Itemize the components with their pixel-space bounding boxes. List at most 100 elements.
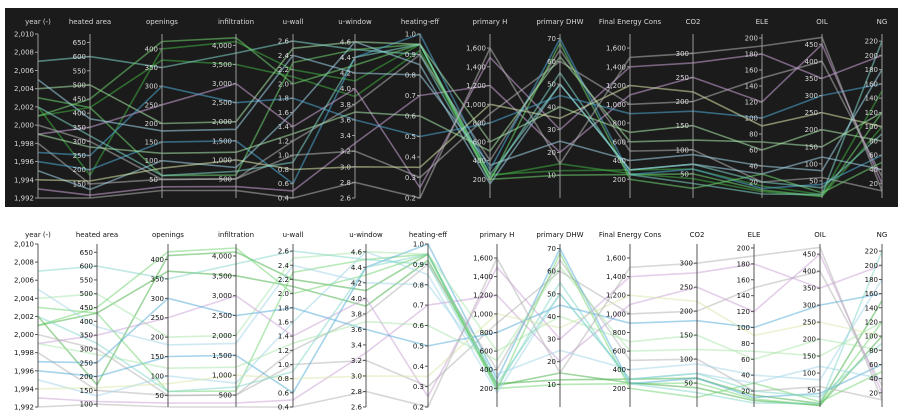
tick-label: 0.8 [278,375,289,383]
tick-label: 2.0 [278,80,289,88]
tick-label: 2.2 [278,66,289,74]
tick-label: 0.7 [405,92,416,100]
axis-oil: OIL 50 100 150 200 250 300 350 400 450 [805,18,828,198]
tick-label: 1.8 [278,304,289,312]
tick-label: 1,000 [473,310,493,318]
light-parallel-plot: year (-) 1,992 1,994 1,996 1,998 2,000 2,002 2,… [14,231,887,412]
tick-label: 250 [73,152,86,160]
tick-label: 1,994 [14,385,35,393]
tick-label: 650 [73,39,86,47]
tick-label: 140 [745,83,758,91]
axis-title: primary DHW [536,18,583,26]
data-line-11 [37,40,883,196]
tick-label: 200 [473,176,486,184]
tick-label: 50 [155,392,164,400]
axis-heating_eff: heating-eff 0.2 0.3 0.4 0.5 0.6 0.7 0.8 0.9 1.0 [401,18,439,203]
tick-label: 2,500 [212,99,232,107]
axis-primary_h: primary H 200 400 600 800 1,000 1,200 1,400 1,60… [466,18,507,198]
axis-title: openings [152,231,184,239]
tick-label: 2,008 [14,49,34,57]
axis-title: openings [146,18,178,26]
tick-label: 2.6 [340,195,352,203]
tick-label: 300 [151,295,164,303]
tick-label: 0.8 [413,281,424,289]
axis-title: CO2 [690,231,705,239]
tick-label: 200 [805,126,818,134]
tick-label: 2,008 [14,259,34,267]
tick-label: 1,600 [606,45,626,53]
axis-title: NG [877,231,888,239]
tick-label: 200 [145,120,158,128]
tick-label: 160 [737,276,750,284]
tick-label: 250 [145,101,158,109]
tick-label: 150 [680,332,693,340]
data-line-6 [37,243,883,399]
tick-label: 0.4 [405,154,417,162]
data-line-17 [37,253,883,398]
tick-label: 550 [73,67,86,75]
tick-label: 140 [865,304,878,312]
axis-title: heated area [76,231,118,239]
tick-label: 350 [73,124,86,132]
tick-label: 250 [676,74,689,82]
axis-co2: CO2 50 100 150 200 250 300 [676,18,700,198]
axis-title: OIL [814,231,826,239]
axis-final_energy: Final Energy Cons 200 400 600 800 1,000 1,200 1… [599,231,662,407]
tick-label: 600 [480,348,493,356]
tick-label: 200 [151,334,164,342]
tick-label: 1,998 [14,349,34,357]
tick-label: 1,000 [606,101,626,109]
axis-title: NG [877,18,888,26]
tick-label: 400 [145,45,158,53]
tick-label: 3.0 [340,163,351,171]
tick-label: 250 [680,284,693,292]
axis-heated_area: heated area 100 150 200 250 300 350 400 450 500 55… [76,231,118,409]
axis-title: primary H [480,231,515,239]
tick-label: 350 [805,75,818,83]
tick-label: 200 [803,336,816,344]
axis-title: OIL [816,18,828,26]
data-line-10 [37,43,883,196]
tick-label: 50 [684,380,693,388]
axis-title: Final Energy Cons [599,18,662,26]
axis-title: primary DHW [536,231,583,239]
axis-primary_dhw: primary DHW 10 20 30 40 50 60 70 [536,18,584,198]
tick-label: 100 [145,157,158,165]
tick-label: 1,200 [473,292,493,300]
tick-label: 2,006 [14,277,35,285]
axis-u_window: u-window 2.6 2.8 3.0 3.2 3.4 3.6 3.8 4.0 4.2 4.4 4.… [338,18,372,203]
tick-label: 80 [749,131,758,139]
tick-label: 1,600 [473,254,493,262]
tick-label: 20 [547,358,556,366]
tick-label: 1.6 [278,318,290,326]
tick-label: 2.4 [278,262,290,270]
tick-label: 200 [73,166,86,174]
axis-title: u-window [349,231,383,239]
data-line-12 [37,83,883,157]
tick-label: 3,000 [212,80,232,88]
data-line-18 [38,36,883,199]
tick-label: 150 [73,180,86,188]
tick-label: 4,000 [212,252,232,260]
tick-label: 180 [865,66,878,74]
tick-label: 1,400 [466,63,486,71]
tick-label: 70 [547,245,556,253]
tick-label: 60 [741,356,750,364]
tick-label: 50 [149,176,158,184]
tick-label: 300 [805,92,818,100]
tick-label: 250 [803,319,816,327]
tick-label: 200 [865,52,878,60]
tick-label: 0.8 [405,72,416,80]
axis-title: year (-) [25,18,51,26]
tick-label: 2,006 [14,67,35,75]
axis-ele: ELE 20 40 60 80 100 120 140 160 180 200 [745,18,768,198]
axis-title: ELE [748,231,761,239]
tick-label: 1,000 [212,156,232,164]
tick-label: 800 [480,329,493,337]
tick-label: 800 [613,120,626,128]
tick-label: 0.3 [413,383,424,391]
tick-label: 500 [80,290,93,298]
axis-title: u-window [338,18,372,26]
tick-label: 3.6 [340,116,352,124]
tick-label: 0.9 [405,51,416,59]
